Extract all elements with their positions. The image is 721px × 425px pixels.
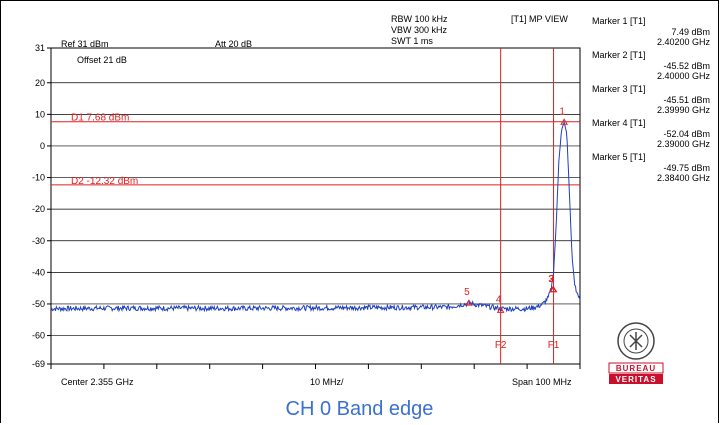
div-label: 10 MHz/ bbox=[310, 377, 344, 387]
y-tick-label: -60 bbox=[32, 331, 45, 341]
marker-label-2: 2 bbox=[549, 274, 555, 285]
marker-point-4 bbox=[496, 306, 505, 313]
display-lines: D1 7.68 dBm D2 -12.32 dBm F1 F2 bbox=[51, 48, 580, 364]
freq-line-label-f2: F2 bbox=[495, 340, 507, 351]
freq-line-label-f1: F1 bbox=[548, 340, 560, 351]
mode-label: [T1] MP VIEW bbox=[511, 14, 568, 24]
marker-5-freq: 2.38400 GHz bbox=[656, 173, 710, 183]
marker-label-4: 4 bbox=[496, 294, 502, 305]
marker-1-title: Marker 1 [T1] bbox=[592, 16, 646, 26]
attenuation-label: Att 20 dB bbox=[215, 39, 253, 49]
marker-2-level: -45.52 dBm bbox=[663, 61, 710, 71]
marker-5-level: -49.75 dBm bbox=[663, 163, 710, 173]
marker-label-5: 5 bbox=[464, 287, 470, 298]
y-tick-labels: 31 20 10 0 -10 -20 -30 -40 -50 -60 -69 bbox=[32, 43, 45, 369]
marker-point-1 bbox=[560, 118, 569, 125]
logo-top-text: BUREAU bbox=[616, 364, 656, 373]
y-tick-label: -20 bbox=[32, 204, 45, 214]
marker-4-title: Marker 4 [T1] bbox=[592, 118, 646, 128]
y-tick-label: 0 bbox=[40, 141, 45, 151]
marker-1-freq: 2.40200 GHz bbox=[656, 37, 710, 47]
marker-label-3: 3 bbox=[548, 274, 554, 285]
y-tick-label: 31 bbox=[35, 43, 45, 53]
marker-2-freq: 2.40000 GHz bbox=[656, 71, 710, 81]
marker-3-title: Marker 3 [T1] bbox=[592, 84, 646, 94]
marker-3-freq: 2.39990 GHz bbox=[656, 105, 710, 115]
display-line-label-d1: D1 7.68 dBm bbox=[71, 113, 129, 124]
logo-seal-emblem bbox=[629, 332, 643, 350]
y-tick-label: -30 bbox=[32, 236, 45, 246]
swt-label: SWT 1 ms bbox=[391, 36, 433, 46]
y-tick-label: -69 bbox=[32, 359, 45, 369]
y-tick-label: 20 bbox=[35, 78, 45, 88]
y-tick-label: -10 bbox=[32, 173, 45, 183]
y-tick-label: -40 bbox=[32, 267, 45, 277]
marker-5-title: Marker 5 [T1] bbox=[592, 152, 646, 162]
center-freq-label: Center 2.355 GHz bbox=[61, 377, 134, 387]
marker-point-3 bbox=[549, 285, 557, 293]
span-label: Span 100 MHz bbox=[512, 377, 572, 387]
bureau-veritas-logo: BUREAU VERITAS bbox=[608, 322, 664, 384]
marker-label-1: 1 bbox=[559, 106, 565, 117]
rbw-label: RBW 100 kHz bbox=[391, 14, 448, 24]
vbw-label: VBW 300 kHz bbox=[391, 25, 448, 35]
marker-point-5 bbox=[465, 299, 473, 306]
marker-1-level: 7.49 dBm bbox=[671, 27, 710, 37]
logo-top-band bbox=[608, 362, 664, 374]
logo-bottom-band bbox=[609, 374, 663, 384]
display-line-label-d2: D2 -12.32 dBm bbox=[71, 176, 138, 187]
marker-4-level: -52.04 dBm bbox=[663, 129, 710, 139]
logo-seal-inner bbox=[623, 328, 649, 354]
marker-2-title: Marker 2 [T1] bbox=[592, 50, 646, 60]
marker-4-freq: 2.39000 GHz bbox=[656, 139, 710, 149]
y-tick-label: -50 bbox=[32, 299, 45, 309]
chart-caption: CH 0 Band edge bbox=[285, 398, 434, 420]
grid bbox=[47, 47, 581, 369]
ref-level-label: Ref 31 dBm bbox=[61, 39, 109, 49]
y-tick-label: 10 bbox=[35, 109, 45, 119]
logo-bottom-text: VERITAS bbox=[615, 375, 656, 384]
trace-line bbox=[50, 120, 581, 313]
trace bbox=[50, 120, 581, 313]
offset-label: Offset 21 dB bbox=[77, 55, 127, 65]
logo-seal-ring bbox=[617, 322, 655, 360]
marker-3-level: -45.51 dBm bbox=[663, 95, 710, 105]
